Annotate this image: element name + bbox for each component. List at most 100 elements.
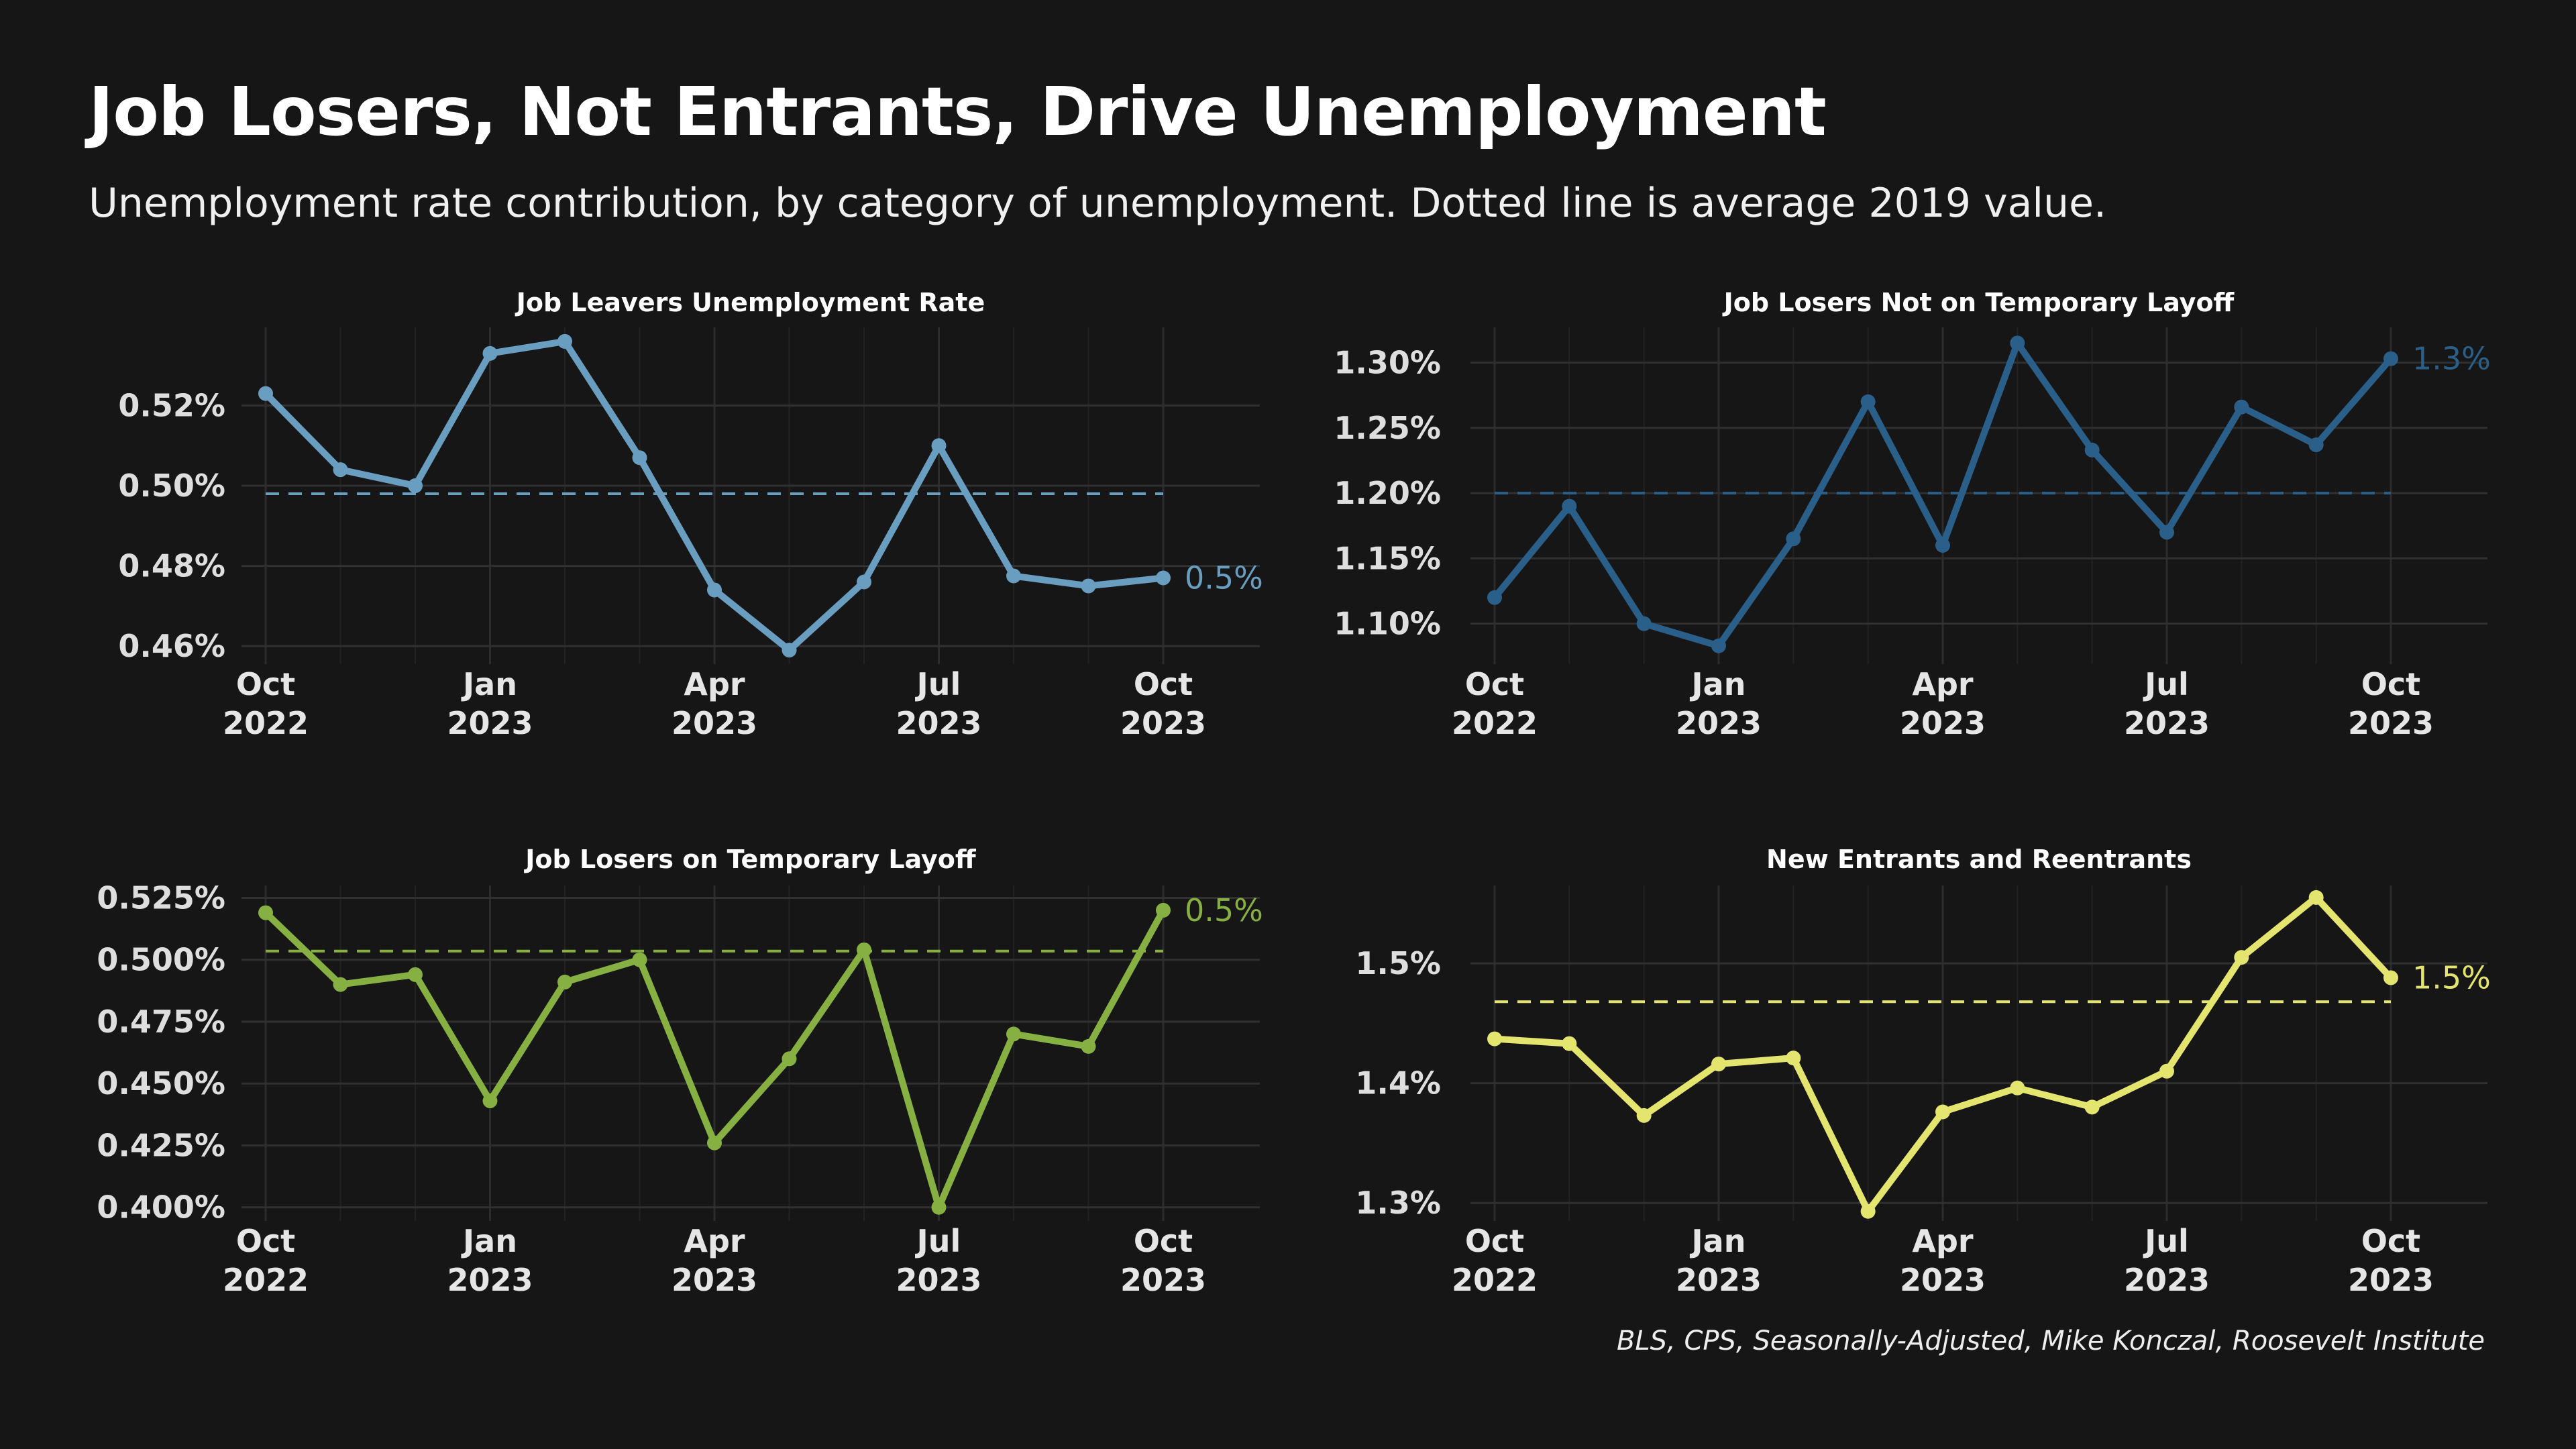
data-point xyxy=(1860,394,1876,409)
data-point xyxy=(258,386,273,401)
data-point xyxy=(1860,1203,1876,1219)
data-point xyxy=(557,974,572,989)
data-point xyxy=(1935,1104,1950,1120)
data-point xyxy=(1156,570,1171,586)
x-tick-label: Oct xyxy=(2361,666,2420,702)
y-tick-label: 0.450% xyxy=(97,1065,225,1102)
x-tick-label: 2023 xyxy=(447,1262,533,1298)
data-point xyxy=(557,333,572,349)
data-point xyxy=(1487,590,1502,605)
data-point xyxy=(1711,638,1726,653)
x-tick-label: 2023 xyxy=(1120,705,1206,741)
data-point xyxy=(408,478,423,494)
y-tick-label: 0.46% xyxy=(118,628,225,664)
panel-title: New Entrants and Reentrants xyxy=(1766,845,2192,874)
x-tick-label: 2023 xyxy=(2348,1262,2434,1298)
x-tick-label: Oct xyxy=(1134,1223,1193,1259)
data-point xyxy=(2308,437,2324,453)
data-point xyxy=(2084,1099,2100,1115)
x-tick-label: 2023 xyxy=(1900,1262,1986,1298)
x-tick-label: Jul xyxy=(2143,666,2189,702)
x-tick-label: Apr xyxy=(1912,1223,1974,1259)
x-tick-label: Jul xyxy=(915,1223,961,1259)
end-value-label: 0.5% xyxy=(1185,560,1263,596)
data-point xyxy=(707,1135,722,1150)
end-value-label: 0.5% xyxy=(1185,892,1263,928)
y-tick-label: 0.48% xyxy=(118,548,225,584)
data-point xyxy=(1636,616,1652,631)
y-tick-label: 1.3% xyxy=(1355,1185,1441,1221)
y-tick-label: 0.475% xyxy=(97,1004,225,1040)
data-point xyxy=(1786,1051,1801,1066)
x-tick-label: 2023 xyxy=(672,705,757,741)
data-point xyxy=(2308,890,2324,905)
page-subtitle: Unemployment rate contribution, by categ… xyxy=(89,180,2107,227)
data-point xyxy=(782,643,797,658)
x-tick-label: Jan xyxy=(461,1223,517,1259)
y-tick-label: 1.5% xyxy=(1355,945,1441,981)
x-tick-label: 2023 xyxy=(896,1262,981,1298)
x-tick-label: Jul xyxy=(915,666,961,702)
x-tick-label: 2022 xyxy=(1452,705,1538,741)
x-tick-label: Oct xyxy=(2361,1223,2420,1259)
y-tick-label: 0.50% xyxy=(118,468,225,504)
data-point xyxy=(1081,578,1096,594)
x-tick-label: 2023 xyxy=(2124,1262,2210,1298)
x-tick-label: 2022 xyxy=(223,705,309,741)
data-point xyxy=(2084,442,2100,458)
data-point xyxy=(2383,970,2398,985)
x-tick-label: 2023 xyxy=(1676,1262,1762,1298)
x-tick-label: Oct xyxy=(236,666,295,702)
x-tick-label: Apr xyxy=(1912,666,1974,702)
data-point xyxy=(408,967,423,982)
data-point xyxy=(1487,1031,1502,1046)
data-point xyxy=(1006,1026,1021,1042)
data-point xyxy=(2383,351,2398,366)
x-tick-label: Jan xyxy=(461,666,517,702)
data-point xyxy=(857,574,871,590)
x-tick-label: Oct xyxy=(1134,666,1193,702)
x-tick-label: Jan xyxy=(1690,1223,1746,1259)
data-point xyxy=(1562,1036,1577,1051)
panel-title: Job Losers on Temporary Layoff xyxy=(523,845,977,874)
x-tick-label: Jul xyxy=(2143,1223,2189,1259)
x-tick-label: 2022 xyxy=(1452,1262,1538,1298)
end-value-label: 1.3% xyxy=(2412,341,2491,377)
data-point xyxy=(1711,1057,1726,1072)
data-point xyxy=(857,942,871,957)
x-tick-label: Apr xyxy=(684,1223,745,1259)
data-point xyxy=(707,582,722,598)
y-tick-label: 1.20% xyxy=(1334,475,1441,511)
data-point xyxy=(2159,1063,2174,1079)
y-tick-label: 0.525% xyxy=(97,879,225,916)
data-point xyxy=(2010,335,2025,351)
source-caption: BLS, CPS, Seasonally-Adjusted, Mike Konc… xyxy=(1616,1326,2485,1356)
data-point xyxy=(1636,1108,1652,1123)
page-title: Job Losers, Not Entrants, Drive Unemploy… xyxy=(89,72,1827,151)
y-tick-label: 1.10% xyxy=(1334,606,1441,642)
x-tick-label: 2023 xyxy=(1900,705,1986,741)
x-tick-label: Oct xyxy=(1465,666,1524,702)
x-tick-label: 2023 xyxy=(447,705,533,741)
y-tick-label: 1.30% xyxy=(1334,345,1441,381)
y-tick-label: 0.52% xyxy=(118,388,225,424)
data-point xyxy=(2010,1080,2025,1095)
y-tick-label: 0.500% xyxy=(97,942,225,978)
data-point xyxy=(1935,537,1950,553)
x-tick-label: Apr xyxy=(684,666,745,702)
y-tick-label: 1.4% xyxy=(1355,1065,1441,1102)
data-point xyxy=(931,1199,947,1215)
panel-title: Job Losers Not on Temporary Layoff xyxy=(1722,288,2235,317)
data-point xyxy=(1786,531,1801,547)
x-tick-label: 2023 xyxy=(1120,1262,1206,1298)
data-point xyxy=(482,345,498,361)
y-tick-label: 0.400% xyxy=(97,1189,225,1226)
data-point xyxy=(1156,902,1171,918)
x-tick-label: 2023 xyxy=(672,1262,757,1298)
panel-title: Job Leavers Unemployment Rate xyxy=(515,288,985,317)
y-tick-label: 1.15% xyxy=(1334,540,1441,576)
x-tick-label: 2023 xyxy=(1676,705,1762,741)
x-tick-label: 2023 xyxy=(2348,705,2434,741)
x-tick-label: 2022 xyxy=(223,1262,309,1298)
